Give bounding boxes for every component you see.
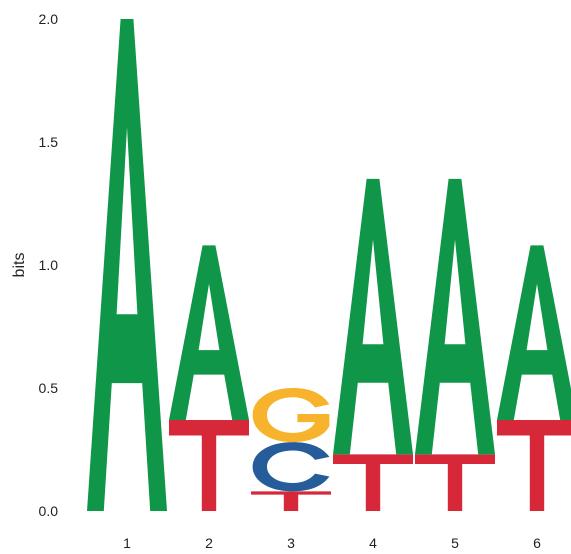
- y-tick-label: 0.0: [39, 503, 59, 519]
- letter-T-position-2: [169, 419, 249, 512]
- letter-A-position-1: [87, 19, 167, 511]
- y-tick-label: 1.0: [39, 257, 59, 273]
- x-tick-label: 5: [451, 535, 459, 551]
- x-tick-label: 6: [533, 535, 541, 551]
- letter-C-position-3: [252, 442, 330, 492]
- y-tick-label: 0.5: [39, 380, 59, 396]
- x-axis-ticks: 1 2 3 4 5 6: [123, 535, 541, 551]
- x-tick-label: 4: [369, 535, 377, 551]
- letter-A-position-2: [169, 245, 249, 420]
- letter-T-position-5: [415, 454, 495, 511]
- x-tick-label: 3: [287, 535, 295, 551]
- letter-A-position-6: [497, 245, 571, 420]
- letter-T-position-3: [251, 491, 331, 511]
- y-axis-ticks: 0.0 0.5 1.0 1.5 2.0: [39, 11, 59, 519]
- letter-G-position-3: [252, 388, 330, 443]
- logo-letters: [87, 19, 571, 512]
- letter-A-position-5: [415, 178, 495, 455]
- y-tick-label: 2.0: [39, 11, 59, 27]
- letter-T-position-6: [497, 419, 571, 512]
- x-tick-label: 2: [205, 535, 213, 551]
- y-axis-label: bits: [11, 253, 28, 278]
- letter-A-position-4: [333, 178, 413, 455]
- letter-T-position-4: [333, 454, 413, 511]
- x-tick-label: 1: [123, 535, 131, 551]
- y-tick-label: 1.5: [39, 134, 59, 150]
